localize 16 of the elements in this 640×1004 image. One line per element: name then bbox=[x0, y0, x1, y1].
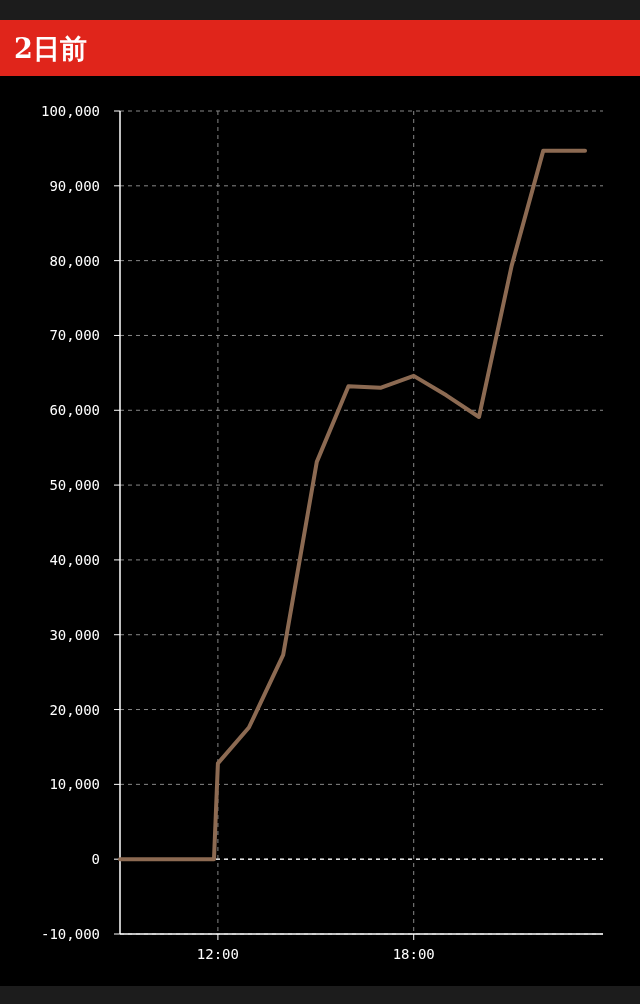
x-tick-label: 12:00 bbox=[196, 946, 239, 962]
x-tick-label: 18:00 bbox=[392, 946, 435, 962]
y-tick-label: 40,000 bbox=[49, 551, 100, 568]
y-tick-label: 50,000 bbox=[49, 477, 100, 494]
y-tick-label: 60,000 bbox=[49, 402, 100, 419]
y-tick-label: -10,000 bbox=[40, 926, 100, 942]
y-tick-label: 100,000 bbox=[40, 103, 100, 119]
y-tick-label: 0 bbox=[91, 851, 100, 868]
y-tick-label: 70,000 bbox=[49, 327, 100, 344]
y-tick-label: 10,000 bbox=[49, 776, 100, 793]
y-tick-label: 20,000 bbox=[49, 701, 100, 718]
line-series bbox=[118, 148, 588, 862]
y-tick-label: 80,000 bbox=[49, 252, 100, 269]
y-tick-label: 90,000 bbox=[49, 177, 100, 194]
y-tick-label: 30,000 bbox=[49, 626, 100, 643]
chart-title: 2日前 bbox=[14, 33, 87, 64]
